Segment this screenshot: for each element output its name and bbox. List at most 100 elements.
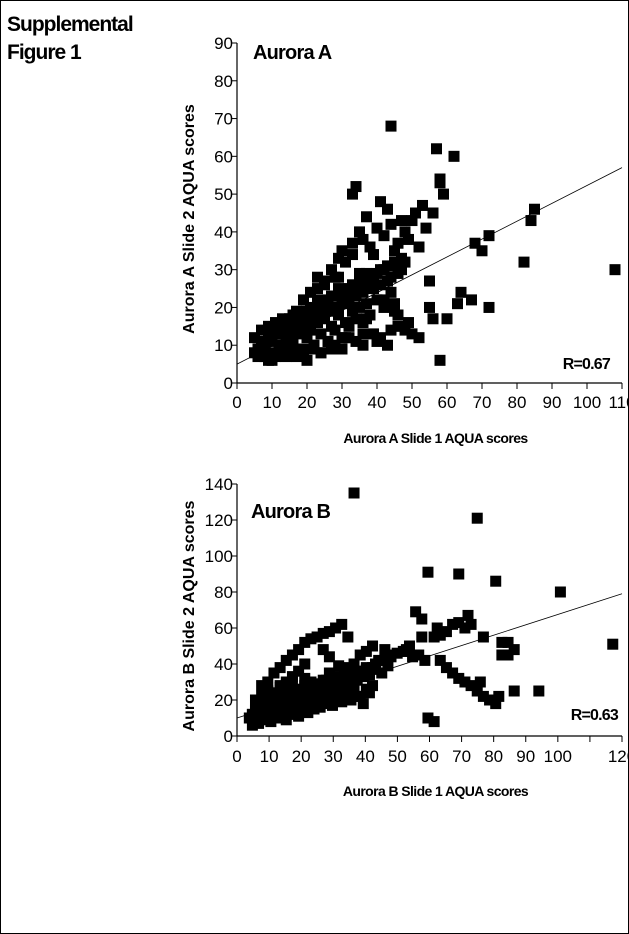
aurora-b-x-tick-label: 0 — [232, 747, 241, 766]
aurora-b-y-tick-label: 40 — [214, 655, 233, 674]
aurora-a-data-point — [319, 279, 330, 290]
aurora-a-y-tick-label: 60 — [214, 147, 233, 166]
aurora-a-data-point — [340, 332, 351, 343]
aurora-b-data-point — [453, 569, 464, 580]
aurora-b-data-point — [533, 686, 544, 697]
aurora-a-y-tick-label: 70 — [214, 110, 233, 129]
aurora-a-data-point — [477, 245, 488, 256]
aurora-a-y-axis-title: Aurora A Slide 2 AQUA scores — [181, 104, 198, 334]
aurora-b-data-point — [312, 680, 323, 691]
aurora-b-x-tick-label: 60 — [420, 747, 439, 766]
aurora-a-data-point — [442, 313, 453, 324]
aurora-b-data-point — [490, 698, 501, 709]
aurora-a-y-tick-label: 50 — [214, 185, 233, 204]
aurora-a-data-point — [354, 268, 365, 279]
aurora-a-data-point — [403, 317, 414, 328]
aurora-a-x-axis-title: Aurora A Slide 1 AQUA scores — [343, 430, 528, 446]
aurora-b-data-point — [364, 687, 375, 698]
aurora-a-data-point — [323, 302, 334, 313]
aurora-a-data-point — [435, 174, 446, 185]
aurora-a-data-point — [389, 298, 400, 309]
aurora-a-data-point — [361, 313, 372, 324]
aurora-a-data-point — [610, 264, 621, 275]
aurora-b-data-point — [453, 617, 464, 628]
aurora-a-data-point — [305, 287, 316, 298]
aurora-a-data-point — [526, 215, 537, 226]
aurora-a-data-point — [414, 332, 425, 343]
aurora-b-y-tick-label: 60 — [214, 619, 233, 638]
aurora-a-data-point — [456, 287, 467, 298]
aurora-a-data-point — [519, 257, 530, 268]
aurora-a-data-point — [347, 249, 358, 260]
aurora-b-x-tick-label: 70 — [452, 747, 471, 766]
aurora-a-x-tick-label: 80 — [508, 393, 527, 412]
aurora-a-r-value: R=0.67 — [563, 356, 611, 373]
aurora-a-data-point — [295, 317, 306, 328]
aurora-a-data-point — [358, 328, 369, 339]
aurora-b-data-point — [256, 680, 267, 691]
aurora-b-x-tick-label: 30 — [324, 747, 343, 766]
aurora-a-data-point — [428, 313, 439, 324]
aurora-a-data-point — [323, 336, 334, 347]
aurora-a-data-point — [333, 272, 344, 283]
aurora-b-r-value: R=0.63 — [571, 707, 619, 724]
aurora-a-y-tick-label: 80 — [214, 72, 233, 91]
aurora-a-data-point — [379, 230, 390, 241]
aurora-b-x-axis-title: Aurora B Slide 1 AQUA scores — [343, 783, 529, 799]
aurora-b-x-tick-label: 120 — [608, 747, 629, 766]
aurora-b-data-point — [349, 488, 360, 499]
aurora-a-scatter-plot: 01020304050607080900 10 20 30 40 50 60 70 80 90 10… — [1, 1, 629, 396]
aurora-a-x-tick-label: 100 — [573, 393, 601, 412]
aurora-b-y-tick-label: 120 — [205, 511, 233, 530]
aurora-b-data-point — [247, 709, 258, 720]
aurora-a-data-point — [347, 238, 358, 249]
aurora-a-data-point — [274, 321, 285, 332]
aurora-a-data-point — [452, 298, 463, 309]
aurora-a-data-point — [396, 215, 407, 226]
aurora-a-data-point — [344, 283, 355, 294]
aurora-b-data-point — [607, 639, 618, 650]
aurora-a-data-point — [379, 294, 390, 305]
aurora-a-data-point — [435, 355, 446, 366]
aurora-a-x-tick-label: 10 — [263, 393, 282, 412]
aurora-b-data-point — [342, 632, 353, 643]
aurora-a-data-point — [368, 328, 379, 339]
aurora-b-x-tick-label: 10 — [260, 747, 279, 766]
aurora-a-data-point — [529, 204, 540, 215]
aurora-a-data-point — [484, 302, 495, 313]
aurora-a-data-point — [414, 242, 425, 253]
aurora-a-x-tick-label: 60 — [438, 393, 457, 412]
aurora-a-y-tick-label: 0 — [224, 374, 233, 393]
aurora-a-x-tick-label: 0 — [232, 393, 241, 412]
aurora-b-data-point — [339, 664, 350, 675]
aurora-a-data-point — [337, 344, 348, 355]
aurora-a-data-point — [424, 302, 435, 313]
aurora-b-y-tick-label: 140 — [205, 475, 233, 494]
aurora-b-data-point — [490, 576, 501, 587]
aurora-a-data-point — [337, 294, 348, 305]
aurora-a-data-point — [431, 143, 442, 154]
aurora-b-data-point — [416, 632, 427, 643]
aurora-a-panel-title: Aurora A — [253, 42, 332, 64]
aurora-b-panel-title: Aurora B — [251, 501, 331, 523]
aurora-b-data-point — [358, 698, 369, 709]
aurora-b-x-tick-label: 50 — [388, 747, 407, 766]
aurora-a-data-point — [466, 294, 477, 305]
aurora-b-data-point — [555, 587, 566, 598]
aurora-a-data-point — [361, 298, 372, 309]
aurora-b-data-point — [355, 668, 366, 679]
aurora-b-scatter-plot: 0204060801001201400 10 20 30 40 50 60 70 80 90 100… — [1, 471, 629, 896]
aurora-a-data-point — [389, 245, 400, 256]
aurora-a-data-point — [358, 340, 369, 351]
aurora-b-data-point — [429, 716, 440, 727]
aurora-b-y-axis-title: Aurora B Slide 2 AQUA scores — [181, 500, 198, 731]
aurora-b-x-tick-label: 40 — [356, 747, 375, 766]
aurora-a-data-point — [421, 223, 432, 234]
aurora-a-data-point — [337, 245, 348, 256]
aurora-a-x-tick-label: 30 — [333, 393, 352, 412]
aurora-b-data-point — [419, 655, 430, 666]
aurora-a-data-point — [417, 200, 428, 211]
aurora-b-data-point — [432, 623, 443, 634]
aurora-a-data-point — [449, 151, 460, 162]
aurora-b-data-point — [509, 686, 520, 697]
